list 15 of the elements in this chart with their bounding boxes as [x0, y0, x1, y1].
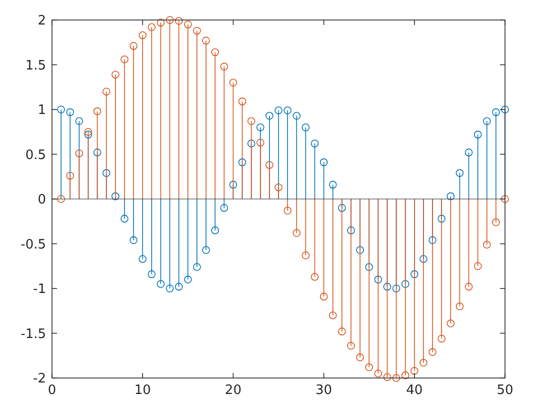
y-tick-label: 2 — [38, 14, 46, 29]
y-tick-label: 0.5 — [25, 148, 46, 163]
y-tick-label: 1.5 — [25, 58, 46, 74]
x-tick-label: 40 — [406, 383, 423, 398]
x-tick-label: 20 — [224, 383, 242, 398]
y-tick-label: -2 — [33, 372, 46, 387]
x-tick-label: 50 — [496, 383, 514, 398]
y-tick-label: 0 — [38, 192, 46, 208]
x-tick-label: 0 — [48, 383, 56, 398]
y-tick-label: 1 — [38, 103, 46, 118]
x-tick-label: 30 — [316, 383, 332, 398]
y-tick-label: -0.5 — [20, 237, 46, 252]
y-tick-label: -1.5 — [20, 326, 46, 342]
y-tick-label: -1 — [33, 282, 46, 298]
x-tick-label: 10 — [134, 383, 151, 398]
